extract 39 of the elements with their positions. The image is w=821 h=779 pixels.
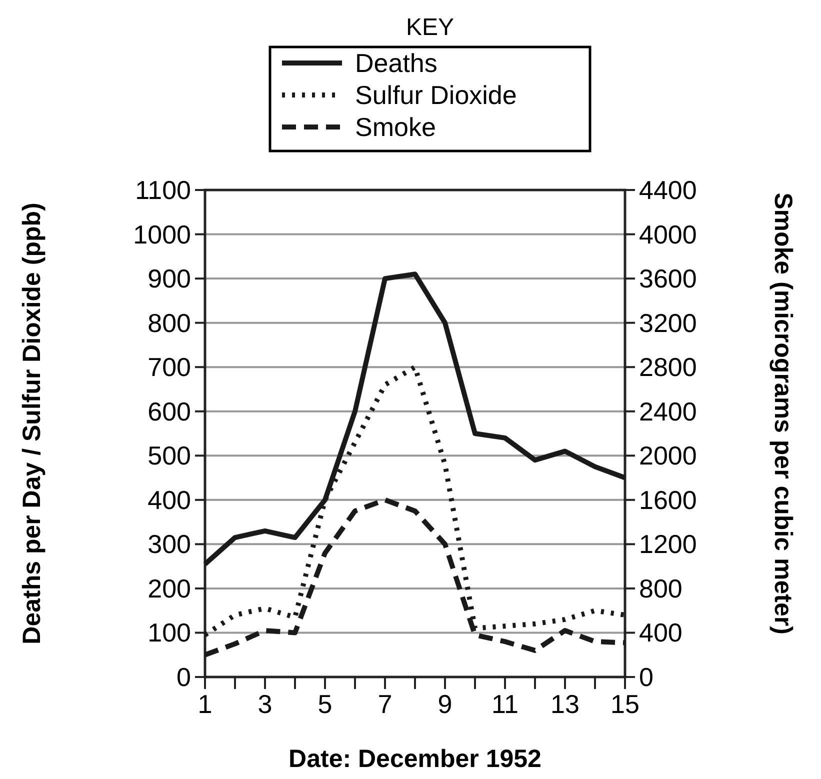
y-tick-label: 900 [148,264,191,294]
y-tick-label: 400 [148,484,191,515]
y-tick-label: 800 [148,308,191,338]
y-tick-label: 600 [148,396,191,426]
y2-tick-label: 3200 [639,308,697,338]
y-tick-label: 1100 [135,175,191,205]
legend-label: Deaths [355,48,438,78]
y2-tick-label: 1200 [639,529,697,560]
x-tick-label: 3 [258,689,272,719]
y2-tick-label: 2400 [639,396,697,426]
x-axis-title: Date: December 1952 [288,745,542,773]
y-tick-label: 700 [148,352,191,382]
y2-tick-label: 3600 [639,264,697,294]
legend-title: KEY [406,14,454,41]
y-tick-label: 0 [176,662,191,692]
y-axis-title: Deaths per Day / Sulfur Dioxide (ppb) [18,202,46,644]
y2-tick-label: 800 [639,573,682,604]
y2-tick-label: 1600 [639,484,697,515]
y-tick-label: 200 [148,573,191,604]
y2-tick-label: 2800 [639,352,697,382]
y2-axis-title: Smoke (micrograms per cubic meter) [769,192,797,634]
y2-tick-label: 4000 [639,219,697,250]
legend-label: Sulfur Dioxide [355,80,517,110]
x-tick-label: 15 [610,689,640,719]
y2-tick-label: 0 [639,662,654,692]
x-tick-label: 13 [550,689,580,719]
legend-label: Smoke [355,112,436,142]
y-tick-label: 1000 [133,219,191,250]
y2-tick-label: 400 [639,618,682,648]
y-tick-label: 500 [148,440,191,471]
y2-tick-label: 4400 [639,175,697,205]
x-tick-label: 1 [198,689,212,719]
y-tick-label: 100 [148,618,191,648]
x-tick-label: 5 [318,689,332,719]
x-tick-label: 9 [438,689,452,719]
y2-tick-label: 2000 [639,440,697,471]
x-tick-label: 11 [492,689,518,719]
x-tick-label: 7 [378,689,392,719]
y-tick-label: 300 [148,529,191,560]
